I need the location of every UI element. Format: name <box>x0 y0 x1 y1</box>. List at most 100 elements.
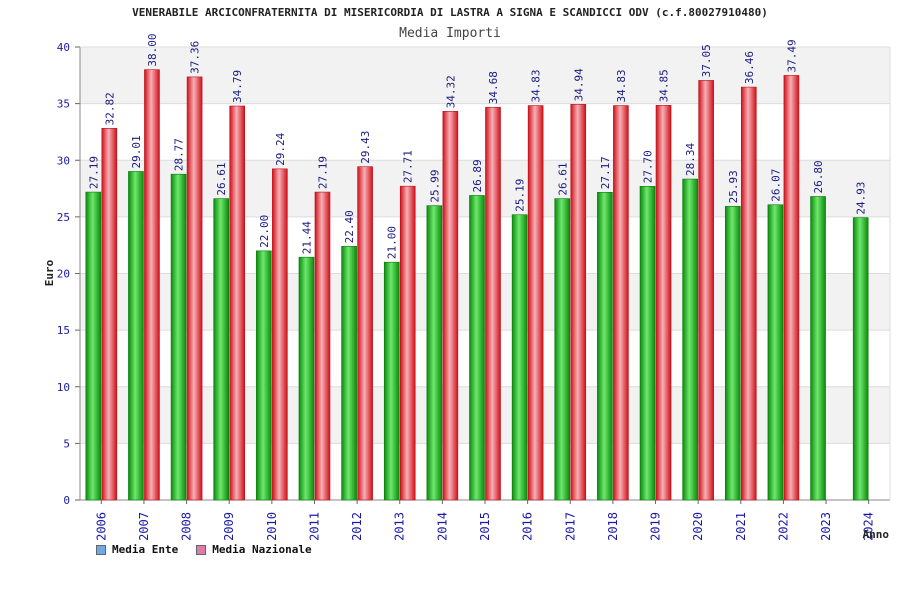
x-tick-label: 2023 <box>819 512 833 541</box>
bar-nazionale <box>314 191 331 501</box>
x-tick-label: 2011 <box>307 512 321 541</box>
bar-ente <box>298 256 315 501</box>
bar-nazionale <box>655 105 672 501</box>
data-label: 26.80 <box>812 160 825 193</box>
data-label: 34.83 <box>615 69 628 102</box>
x-tick-label: 2009 <box>222 512 236 541</box>
y-tick-label: 10 <box>57 381 70 394</box>
x-tick-label: 2007 <box>137 512 151 541</box>
bar-ente <box>426 205 443 501</box>
legend-label-ente: Media Ente <box>112 543 179 556</box>
bar-nazionale <box>783 75 800 501</box>
bar-nazionale <box>570 104 587 501</box>
data-label: 37.49 <box>785 39 798 72</box>
data-label: 25.99 <box>428 170 441 203</box>
bar-nazionale <box>740 86 757 501</box>
data-label: 27.19 <box>87 156 100 189</box>
data-label: 21.00 <box>386 226 399 259</box>
data-label: 36.46 <box>743 51 756 84</box>
bar-nazionale <box>698 80 714 501</box>
y-tick-label: 40 <box>57 41 70 54</box>
bar-nazionale <box>144 69 160 501</box>
legend-item-nazionale: Media Nazionale <box>196 543 312 556</box>
x-tick-label: 2021 <box>734 512 748 541</box>
data-label: 34.94 <box>572 68 585 101</box>
data-label: 22.00 <box>258 215 271 248</box>
data-label: 38.00 <box>146 34 159 67</box>
x-tick-label: 2016 <box>521 512 535 541</box>
legend-swatch-nazionale <box>196 544 207 555</box>
data-label: 26.61 <box>215 163 228 196</box>
data-label: 29.24 <box>274 132 287 165</box>
bar-ente <box>597 191 613 501</box>
y-axis-label: Euro <box>43 259 56 286</box>
data-label: 34.68 <box>487 71 500 104</box>
bar-ente <box>256 250 272 501</box>
x-tick-label: 2008 <box>180 512 194 541</box>
x-tick-label: 2024 <box>862 512 876 541</box>
chart-subtitle: Media Importi <box>399 26 501 41</box>
data-label: 27.70 <box>642 150 655 183</box>
y-tick-label: 15 <box>57 324 70 337</box>
y-tick-label: 5 <box>63 437 70 450</box>
y-tick-label: 35 <box>57 98 70 111</box>
legend-swatch-ente <box>96 544 106 555</box>
bar-nazionale <box>101 128 118 501</box>
data-label: 37.36 <box>189 41 202 74</box>
bar-nazionale <box>186 76 203 501</box>
bar-nazionale <box>485 106 501 501</box>
data-label: 25.19 <box>514 179 527 212</box>
data-label: 24.93 <box>855 182 868 215</box>
x-tick-label: 2022 <box>776 512 790 541</box>
bar-ente <box>383 261 400 501</box>
y-tick-label: 0 <box>63 494 70 507</box>
x-tick-label: 2020 <box>691 512 705 541</box>
bar-nazionale <box>229 105 246 501</box>
data-label: 27.19 <box>316 156 329 189</box>
data-label: 26.61 <box>556 163 569 196</box>
data-label: 27.71 <box>402 150 415 183</box>
bar-ente <box>128 171 144 501</box>
x-tick-label: 2015 <box>478 512 492 541</box>
bar-ente <box>213 198 230 501</box>
y-tick-label: 25 <box>57 211 70 224</box>
data-label: 34.79 <box>231 70 244 103</box>
bar-ente <box>511 214 528 501</box>
y-tick-label: 30 <box>57 154 70 167</box>
bar-ente <box>341 246 357 501</box>
data-label: 26.89 <box>471 159 484 192</box>
legend-label-nazionale: Media Nazionale <box>212 543 312 556</box>
bar-ente <box>682 178 698 501</box>
x-tick-label: 2014 <box>435 512 449 541</box>
x-tick-label: 2013 <box>393 512 407 541</box>
bar-ente <box>810 196 826 501</box>
data-label: 25.93 <box>727 170 740 203</box>
bar-nazionale <box>527 105 544 501</box>
bar-ente <box>639 185 656 501</box>
bar-nazionale <box>272 168 288 501</box>
x-tick-label: 2010 <box>265 512 279 541</box>
bar-nazionale <box>442 111 459 501</box>
bar-ente <box>767 204 784 501</box>
bar-nazionale <box>357 166 373 501</box>
x-axis-label: Anno <box>863 528 890 541</box>
data-label: 29.43 <box>359 131 372 164</box>
x-tick-label: 2017 <box>563 512 577 541</box>
bar-ente <box>85 191 102 501</box>
legend-item-ente: Media Ente <box>96 543 178 556</box>
bar-ente <box>852 217 869 501</box>
data-label: 22.40 <box>343 210 356 243</box>
y-tick-label: 20 <box>57 268 70 281</box>
data-label: 37.05 <box>700 44 713 77</box>
x-tick-label: 2018 <box>606 512 620 541</box>
data-label: 28.77 <box>173 138 186 171</box>
x-tick-label: 2019 <box>649 512 663 541</box>
x-tick-label: 2012 <box>350 512 364 541</box>
data-label: 34.85 <box>658 69 671 102</box>
data-label: 26.07 <box>769 169 782 202</box>
data-label: 29.01 <box>130 135 143 168</box>
bar-ente <box>469 195 485 501</box>
bar-nazionale <box>399 185 416 501</box>
data-label: 32.82 <box>103 92 116 125</box>
